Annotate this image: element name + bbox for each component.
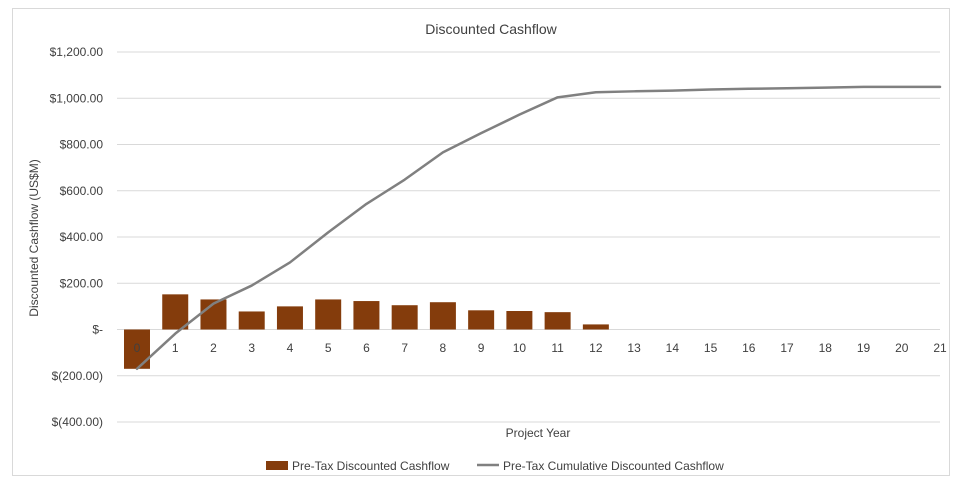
y-tick-label: $1,200.00 bbox=[50, 45, 104, 59]
x-tick-label: 11 bbox=[551, 341, 564, 355]
y-tick-label: $(200.00) bbox=[52, 369, 103, 383]
x-tick-label: 18 bbox=[819, 341, 833, 355]
x-tick-label: 2 bbox=[210, 341, 217, 355]
bar bbox=[582, 324, 609, 330]
x-tick-label: 1 bbox=[172, 341, 179, 355]
chart-area bbox=[12, 8, 950, 476]
x-tick-label: 8 bbox=[440, 341, 447, 355]
legend-label-bar: Pre-Tax Discounted Cashflow bbox=[292, 459, 450, 473]
bar bbox=[429, 302, 456, 330]
bar bbox=[238, 311, 265, 330]
x-tick-label: 6 bbox=[363, 341, 370, 355]
legend: Pre-Tax Discounted Cashflow Pre-Tax Cumu… bbox=[266, 459, 724, 473]
cumulative-line bbox=[135, 85, 942, 371]
gridlines bbox=[117, 51, 940, 423]
x-tick-label: 4 bbox=[287, 341, 294, 355]
x-tick-label: 3 bbox=[248, 341, 255, 355]
bar bbox=[353, 301, 380, 330]
x-tick-label: 15 bbox=[704, 341, 718, 355]
y-tick-label: $(400.00) bbox=[52, 415, 103, 429]
legend-swatch-bar bbox=[266, 461, 288, 470]
bar bbox=[391, 305, 418, 330]
y-tick-label: $200.00 bbox=[60, 276, 104, 290]
bar bbox=[162, 294, 189, 330]
x-tick-label: 16 bbox=[742, 341, 756, 355]
bar bbox=[544, 312, 571, 330]
bar bbox=[468, 310, 495, 330]
x-tick-label: 5 bbox=[325, 341, 332, 355]
bar bbox=[506, 311, 533, 330]
x-tick-label: 0 bbox=[134, 341, 141, 355]
y-tick-label: $600.00 bbox=[60, 184, 104, 198]
bar bbox=[276, 306, 303, 330]
y-tick-label: $- bbox=[92, 323, 103, 337]
x-tick-label: 10 bbox=[513, 341, 527, 355]
y-tick-label: $800.00 bbox=[60, 138, 104, 152]
x-axis-ticks: 0 1 2 3 4 5 6 7 8 9 10 11 12 13 14 15 16 17 18 19 20 21 bbox=[134, 341, 947, 355]
y-axis-label: Discounted Cashflow (US$M) bbox=[27, 159, 41, 316]
x-tick-label: 14 bbox=[666, 341, 680, 355]
x-axis-label: Project Year bbox=[506, 426, 571, 440]
y-tick-label: $1,000.00 bbox=[50, 91, 104, 105]
x-tick-label: 7 bbox=[401, 341, 408, 355]
x-tick-label: 17 bbox=[780, 341, 794, 355]
x-tick-label: 12 bbox=[589, 341, 603, 355]
y-tick-label: $400.00 bbox=[60, 230, 104, 244]
x-tick-label: 9 bbox=[478, 341, 485, 355]
line-series bbox=[135, 85, 942, 371]
x-tick-label: 20 bbox=[895, 341, 909, 355]
x-tick-label: 13 bbox=[627, 341, 641, 355]
x-tick-label: 21 bbox=[933, 341, 947, 355]
y-axis-ticks: $1,200.00 $1,000.00 $800.00 $600.00 $400.00 $… bbox=[50, 45, 104, 429]
chart-title: Discounted Cashflow bbox=[425, 21, 557, 37]
x-tick-label: 19 bbox=[857, 341, 871, 355]
bar bbox=[315, 299, 342, 330]
bar-series bbox=[124, 294, 609, 369]
legend-label-line: Pre-Tax Cumulative Discounted Cashflow bbox=[503, 459, 724, 473]
